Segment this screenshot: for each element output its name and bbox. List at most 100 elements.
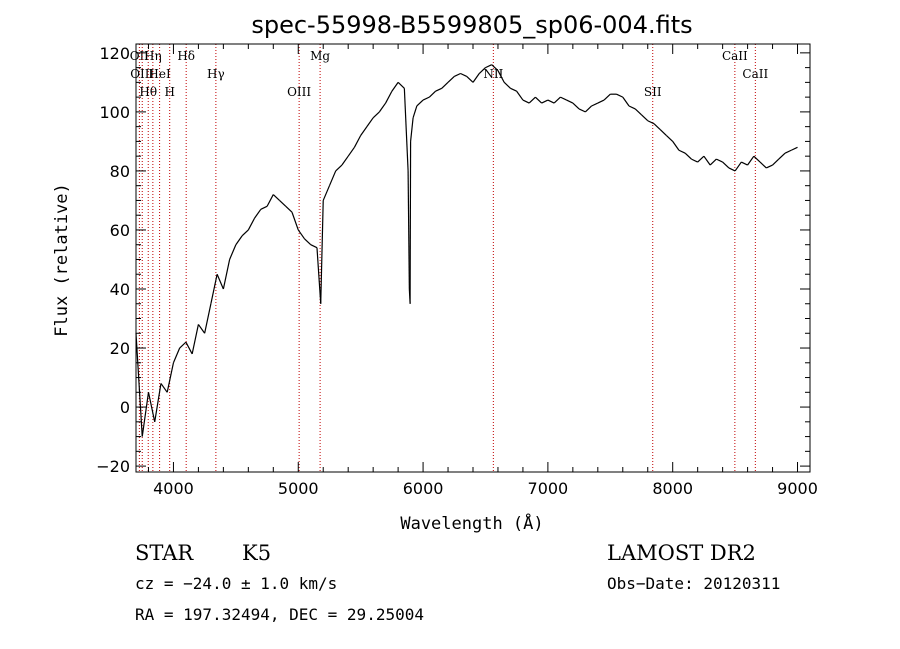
spectrum-segment: [516, 90, 524, 101]
spectrum-segment: [497, 70, 505, 83]
spectrum-segment: [135, 333, 143, 437]
spectrum-segment: [691, 158, 698, 163]
spectrum-segment: [597, 99, 605, 104]
ra-dec: RA = 197.32494, DEC = 29.25004: [135, 605, 424, 624]
y-tick-label: 20: [110, 339, 130, 358]
spectrum-segment: [297, 229, 305, 240]
spectrum-segment: [591, 102, 599, 107]
spectrum-segment: [291, 212, 299, 231]
spectrum-segment: [403, 88, 409, 171]
spectrum-segment: [553, 96, 561, 104]
marker-label: NII: [483, 67, 503, 81]
redshift-cz: cz = −24.0 ± 1.0 km/s: [135, 574, 337, 593]
marker-label: CaII: [742, 67, 768, 81]
spectrum-segment: [185, 341, 193, 355]
spectrum-segment: [659, 129, 667, 136]
spectrum-segment: [578, 108, 586, 113]
spectrum-segment: [197, 324, 206, 334]
spectrum-segment: [510, 87, 517, 92]
spectrum-segment: [560, 96, 567, 101]
spectrum-segment: [503, 81, 511, 89]
spectrum-segment: [378, 102, 387, 113]
spectrum-segment: [154, 383, 162, 422]
spectrum-segment: [166, 362, 175, 393]
spectrum-segment: [397, 81, 405, 89]
spectrum-segment: [422, 96, 430, 101]
spectrum-segment: [534, 96, 543, 104]
spectrum-segment: [260, 205, 268, 210]
spectrum-segment: [435, 87, 443, 92]
spectrum-segment: [204, 303, 212, 334]
x-tick-label: 7000: [528, 479, 569, 498]
spectrum-segment: [372, 111, 380, 119]
spectrum-segment: [772, 158, 780, 166]
spectrum-segment: [328, 170, 337, 186]
x-tick-label: 6000: [403, 479, 444, 498]
spectrum-segment: [266, 194, 274, 207]
x-tick-label: 5000: [278, 479, 319, 498]
spectrum-segment: [734, 161, 742, 172]
spectrum-segment: [566, 99, 574, 104]
marker-label: OIII: [287, 85, 311, 99]
marker-label: Hθ: [139, 85, 157, 99]
spectrum-segment: [709, 158, 717, 166]
x-axis-label: Wavelength (Å): [400, 512, 543, 534]
x-tick-label: 8000: [652, 479, 693, 498]
spectrum-segment: [778, 152, 786, 160]
spectrum-segment: [322, 185, 331, 201]
spectrum-segment: [247, 217, 256, 231]
marker-label: Hδ: [177, 49, 195, 63]
spectrum-segment: [672, 141, 680, 151]
spectrum-segment: [222, 259, 231, 290]
spectrum-segment: [528, 96, 536, 104]
y-tick-label: −20: [96, 457, 130, 476]
spectrum-segment: [216, 274, 224, 290]
y-axis-ticks: −20 0 20 40 60 80 100 120: [96, 44, 810, 476]
spectrum-segment: [616, 93, 624, 98]
spectrum-segment: [441, 81, 449, 89]
spectrum-segment: [572, 102, 580, 110]
spectrum-segment: [320, 200, 324, 304]
spectrum-segment: [191, 324, 199, 355]
spectrum-segment: [753, 155, 761, 163]
spectrum-segment: [541, 99, 549, 104]
spectrum-segment: [347, 146, 355, 157]
spectrum-segment: [478, 67, 486, 74]
x-tick-label: 9000: [777, 479, 818, 498]
spectrum-segment: [641, 114, 649, 122]
spectrum-segment: [678, 149, 686, 154]
spectrum-segment: [791, 146, 798, 151]
x-axis-ticks: 4000 5000 6000 7000 8000 9000: [147, 44, 818, 498]
spectrum-segment: [229, 244, 237, 260]
spectrum-segment: [628, 105, 636, 110]
subclass: K5: [242, 541, 271, 565]
spectrum-segment: [722, 161, 730, 169]
spectrum-segment: [647, 120, 655, 125]
spectrum-segment: [460, 72, 468, 78]
spectrum-segment: [584, 105, 592, 113]
marker-label: H: [164, 85, 174, 99]
y-tick-label: 120: [99, 44, 130, 63]
spectrum-segment: [304, 238, 312, 246]
survey-name: LAMOST DR2: [607, 541, 756, 565]
object-class: STAR: [135, 541, 194, 565]
spectrum-segment: [353, 135, 362, 148]
y-tick-label: 0: [120, 398, 130, 417]
spectrum-segment: [172, 347, 181, 364]
spectrum-segment: [741, 161, 748, 166]
spectrum-segment: [254, 208, 262, 219]
spectrum-segment: [472, 73, 480, 83]
spectrum-segment: [310, 244, 318, 249]
spectrum-segment: [416, 99, 424, 107]
spectrum-segment: [412, 105, 418, 118]
marker-label: CaII: [722, 49, 748, 63]
y-tick-label: 40: [110, 280, 130, 299]
spectrum-segment: [634, 108, 642, 116]
spectrum-segment: [653, 123, 661, 131]
spectrum-segment: [766, 164, 773, 169]
spectrum-segment: [391, 82, 399, 92]
spectrum-segment: [466, 76, 474, 83]
marker-label: Hγ: [207, 67, 225, 81]
